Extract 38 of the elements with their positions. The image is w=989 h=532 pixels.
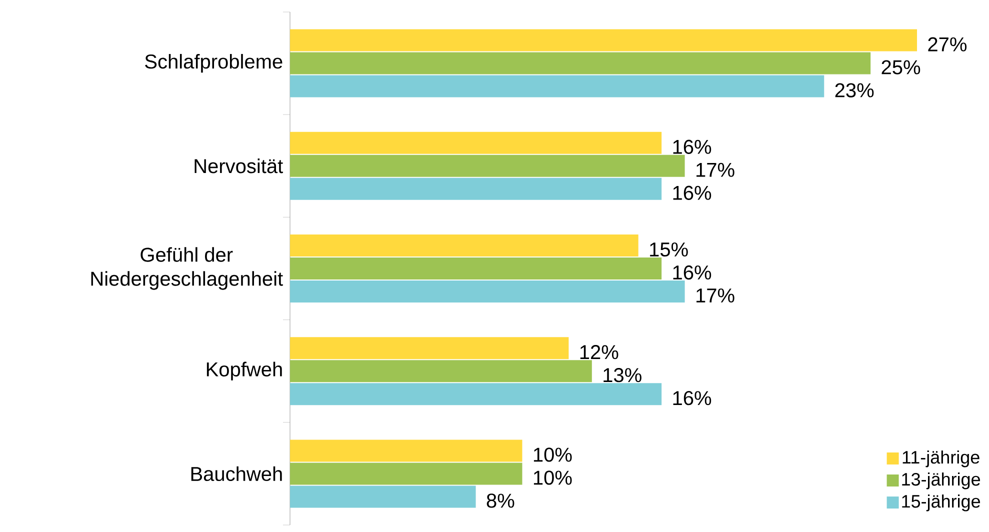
data-label: 16% xyxy=(673,186,712,200)
bar xyxy=(290,257,662,280)
bar xyxy=(290,440,522,462)
bar xyxy=(290,486,476,508)
y-tick-label: Gefühl der Niedergeschlagenheit xyxy=(91,247,283,290)
bar xyxy=(290,360,592,382)
bar xyxy=(290,178,662,200)
data-label: 16% xyxy=(673,391,712,406)
bar xyxy=(290,383,662,406)
bar xyxy=(290,337,569,360)
legend-label: 13-jährige xyxy=(902,472,980,490)
data-label: 25% xyxy=(882,60,920,74)
y-tick-label: Schlafprobleme xyxy=(145,54,282,73)
y-tick-label: Kopfweh xyxy=(206,362,282,380)
y-tick-label: Nervosität xyxy=(194,158,283,174)
data-label: 13% xyxy=(604,368,642,382)
data-label: 23% xyxy=(835,83,874,98)
data-label: 27% xyxy=(928,37,967,52)
data-label: 15% xyxy=(650,242,688,257)
data-label: 17% xyxy=(696,288,734,302)
data-label: 16% xyxy=(673,265,712,280)
bar xyxy=(290,132,662,154)
bar xyxy=(290,29,918,52)
data-label: 12% xyxy=(580,345,618,360)
legend-label: 15-jährige xyxy=(902,494,980,512)
bar xyxy=(290,52,871,74)
data-label: 8% xyxy=(486,494,514,508)
bar xyxy=(290,234,638,256)
data-label: 16% xyxy=(673,140,712,154)
bar xyxy=(290,154,685,177)
data-label: 10% xyxy=(534,448,572,462)
data-label: 17% xyxy=(696,162,734,177)
y-tick-label: Bauchweh xyxy=(191,466,282,482)
bar xyxy=(290,75,824,98)
data-label: 10% xyxy=(534,470,572,485)
legend-label: 11-jährige xyxy=(902,450,980,468)
bar xyxy=(290,280,685,302)
bar xyxy=(290,462,522,485)
